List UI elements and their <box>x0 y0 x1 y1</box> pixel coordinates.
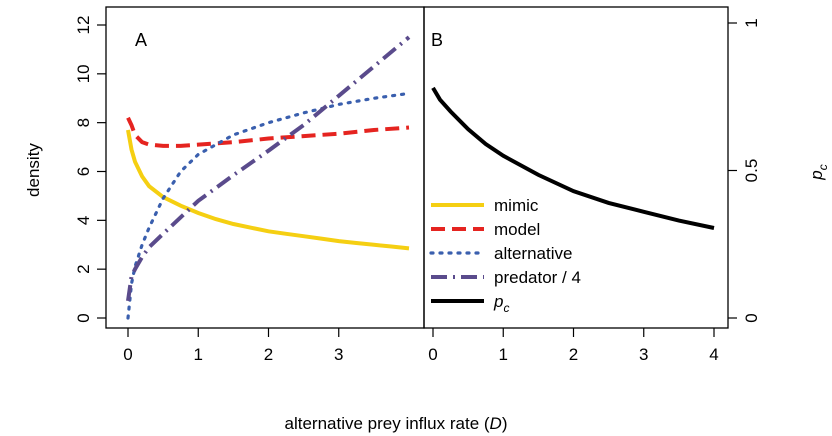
series-line-mimic <box>126 129 410 251</box>
x-axis-title-close: ) <box>502 414 508 433</box>
legend-label: mimic <box>494 196 539 215</box>
y-tick-label-left: 8 <box>74 118 93 127</box>
series-line-predator-4 <box>126 35 411 302</box>
x-tick-label: 3 <box>639 345 648 364</box>
y-axis-title-right-main: p <box>807 170 826 180</box>
panel-b-series <box>431 86 715 230</box>
y-axis-title-right-sub: c <box>816 164 830 170</box>
y-tick-label-right: 1 <box>742 18 761 27</box>
panel-a-frame <box>105 6 425 329</box>
legend-label: pc <box>493 292 509 315</box>
y-tick-label-right: 0.5 <box>742 159 761 183</box>
y-tick-label-right: 0 <box>742 313 761 322</box>
x-axis-title: alternative prey influx rate (D) <box>285 414 508 433</box>
x-tick-label: 2 <box>569 345 578 364</box>
series-line-model <box>126 116 410 148</box>
x-tick-label: 2 <box>264 345 273 364</box>
legend-label: alternative <box>494 244 572 263</box>
y-axis-title-left: density <box>24 143 43 197</box>
x-tick-label: 4 <box>709 345 718 364</box>
legend-label: model <box>494 220 540 239</box>
legend-label-sub: c <box>503 301 509 315</box>
y-tick-label-left: 10 <box>74 64 93 83</box>
series-line-p-c <box>431 86 715 230</box>
x-tick-label: 1 <box>194 345 203 364</box>
x-axis-title-var: D <box>490 414 502 433</box>
y-tick-label-left: 12 <box>74 16 93 35</box>
x-tick-label: 0 <box>428 345 437 364</box>
series-line-alternative <box>126 91 411 320</box>
panel-a-label: A <box>135 30 147 50</box>
y-tick-label-left: 0 <box>74 313 93 322</box>
y-tick-label-left: 4 <box>74 216 93 225</box>
legend-label-main: p <box>493 292 503 311</box>
x-axis-title-main: alternative prey influx rate ( <box>285 414 490 433</box>
x-tick-label: 1 <box>499 345 508 364</box>
panel-a-series <box>126 35 411 320</box>
x-tick-label: 3 <box>334 345 343 364</box>
panel-b-frame <box>423 6 729 329</box>
legend-label: predator / 4 <box>494 268 581 287</box>
y-tick-label-left: 6 <box>74 167 93 176</box>
y-axis-title-right: pc <box>807 164 830 180</box>
panel-b-label: B <box>431 30 443 50</box>
x-tick-label: 0 <box>123 345 132 364</box>
legend: mimic model alternative predator / 4 pc <box>429 196 581 315</box>
y-tick-label-left: 2 <box>74 264 93 273</box>
